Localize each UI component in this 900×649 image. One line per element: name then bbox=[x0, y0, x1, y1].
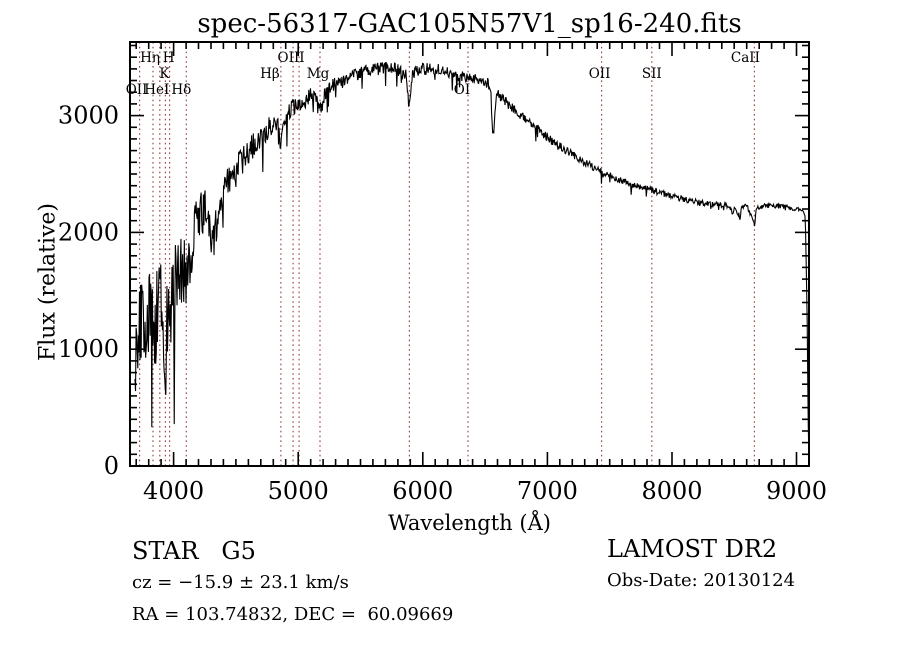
x-tick-label: 9000 bbox=[766, 477, 827, 505]
y-tick-label: 3000 bbox=[58, 102, 119, 130]
x-tick-label: 6000 bbox=[392, 477, 453, 505]
spectrum-path bbox=[134, 61, 809, 458]
spectral-line-label: CaII bbox=[731, 50, 760, 66]
spectral-line-label: OI bbox=[454, 82, 470, 98]
spectral-line-label: Hβ bbox=[260, 66, 280, 82]
radec-text: RA = 103.74832, DEC = 60.09669 bbox=[132, 604, 454, 625]
spectral-line-label: HeI bbox=[144, 82, 169, 98]
y-tick-label: 0 bbox=[104, 452, 119, 480]
plot-title: spec-56317-GAC105N57V1_sp16-240.fits bbox=[197, 9, 742, 39]
cz-text: cz = −15.9 ± 23.1 km/s bbox=[132, 572, 349, 593]
obsdate-text: Obs-Date: 20130124 bbox=[607, 570, 796, 591]
spectral-line-label: Hη bbox=[140, 50, 160, 66]
y-axis-label: Flux (relative) bbox=[35, 202, 61, 362]
object-class-text: STAR G5 bbox=[132, 537, 256, 565]
spectral-line-label: Mg bbox=[307, 66, 330, 82]
spectral-line-label: OII bbox=[126, 82, 148, 98]
x-axis-label: Wavelength (Å) bbox=[388, 511, 551, 535]
spectral-line-label: H bbox=[163, 50, 175, 66]
spectral-line-label: Hδ bbox=[171, 82, 191, 98]
x-tick-label: 4000 bbox=[143, 477, 204, 505]
x-tick-label: 7000 bbox=[517, 477, 578, 505]
y-tick-label: 2000 bbox=[58, 218, 119, 246]
spectral-line-label: OIII bbox=[278, 50, 305, 66]
x-tick-label: 8000 bbox=[641, 477, 702, 505]
spectral-line-label: OII bbox=[589, 66, 611, 82]
x-tick-label: 5000 bbox=[268, 477, 329, 505]
y-tick-label: 1000 bbox=[58, 335, 119, 363]
plot-frame bbox=[129, 41, 810, 467]
survey-text: LAMOST DR2 bbox=[607, 535, 778, 563]
spectral-line-label: SII bbox=[642, 66, 662, 82]
spectral-line-label: K bbox=[159, 66, 170, 82]
